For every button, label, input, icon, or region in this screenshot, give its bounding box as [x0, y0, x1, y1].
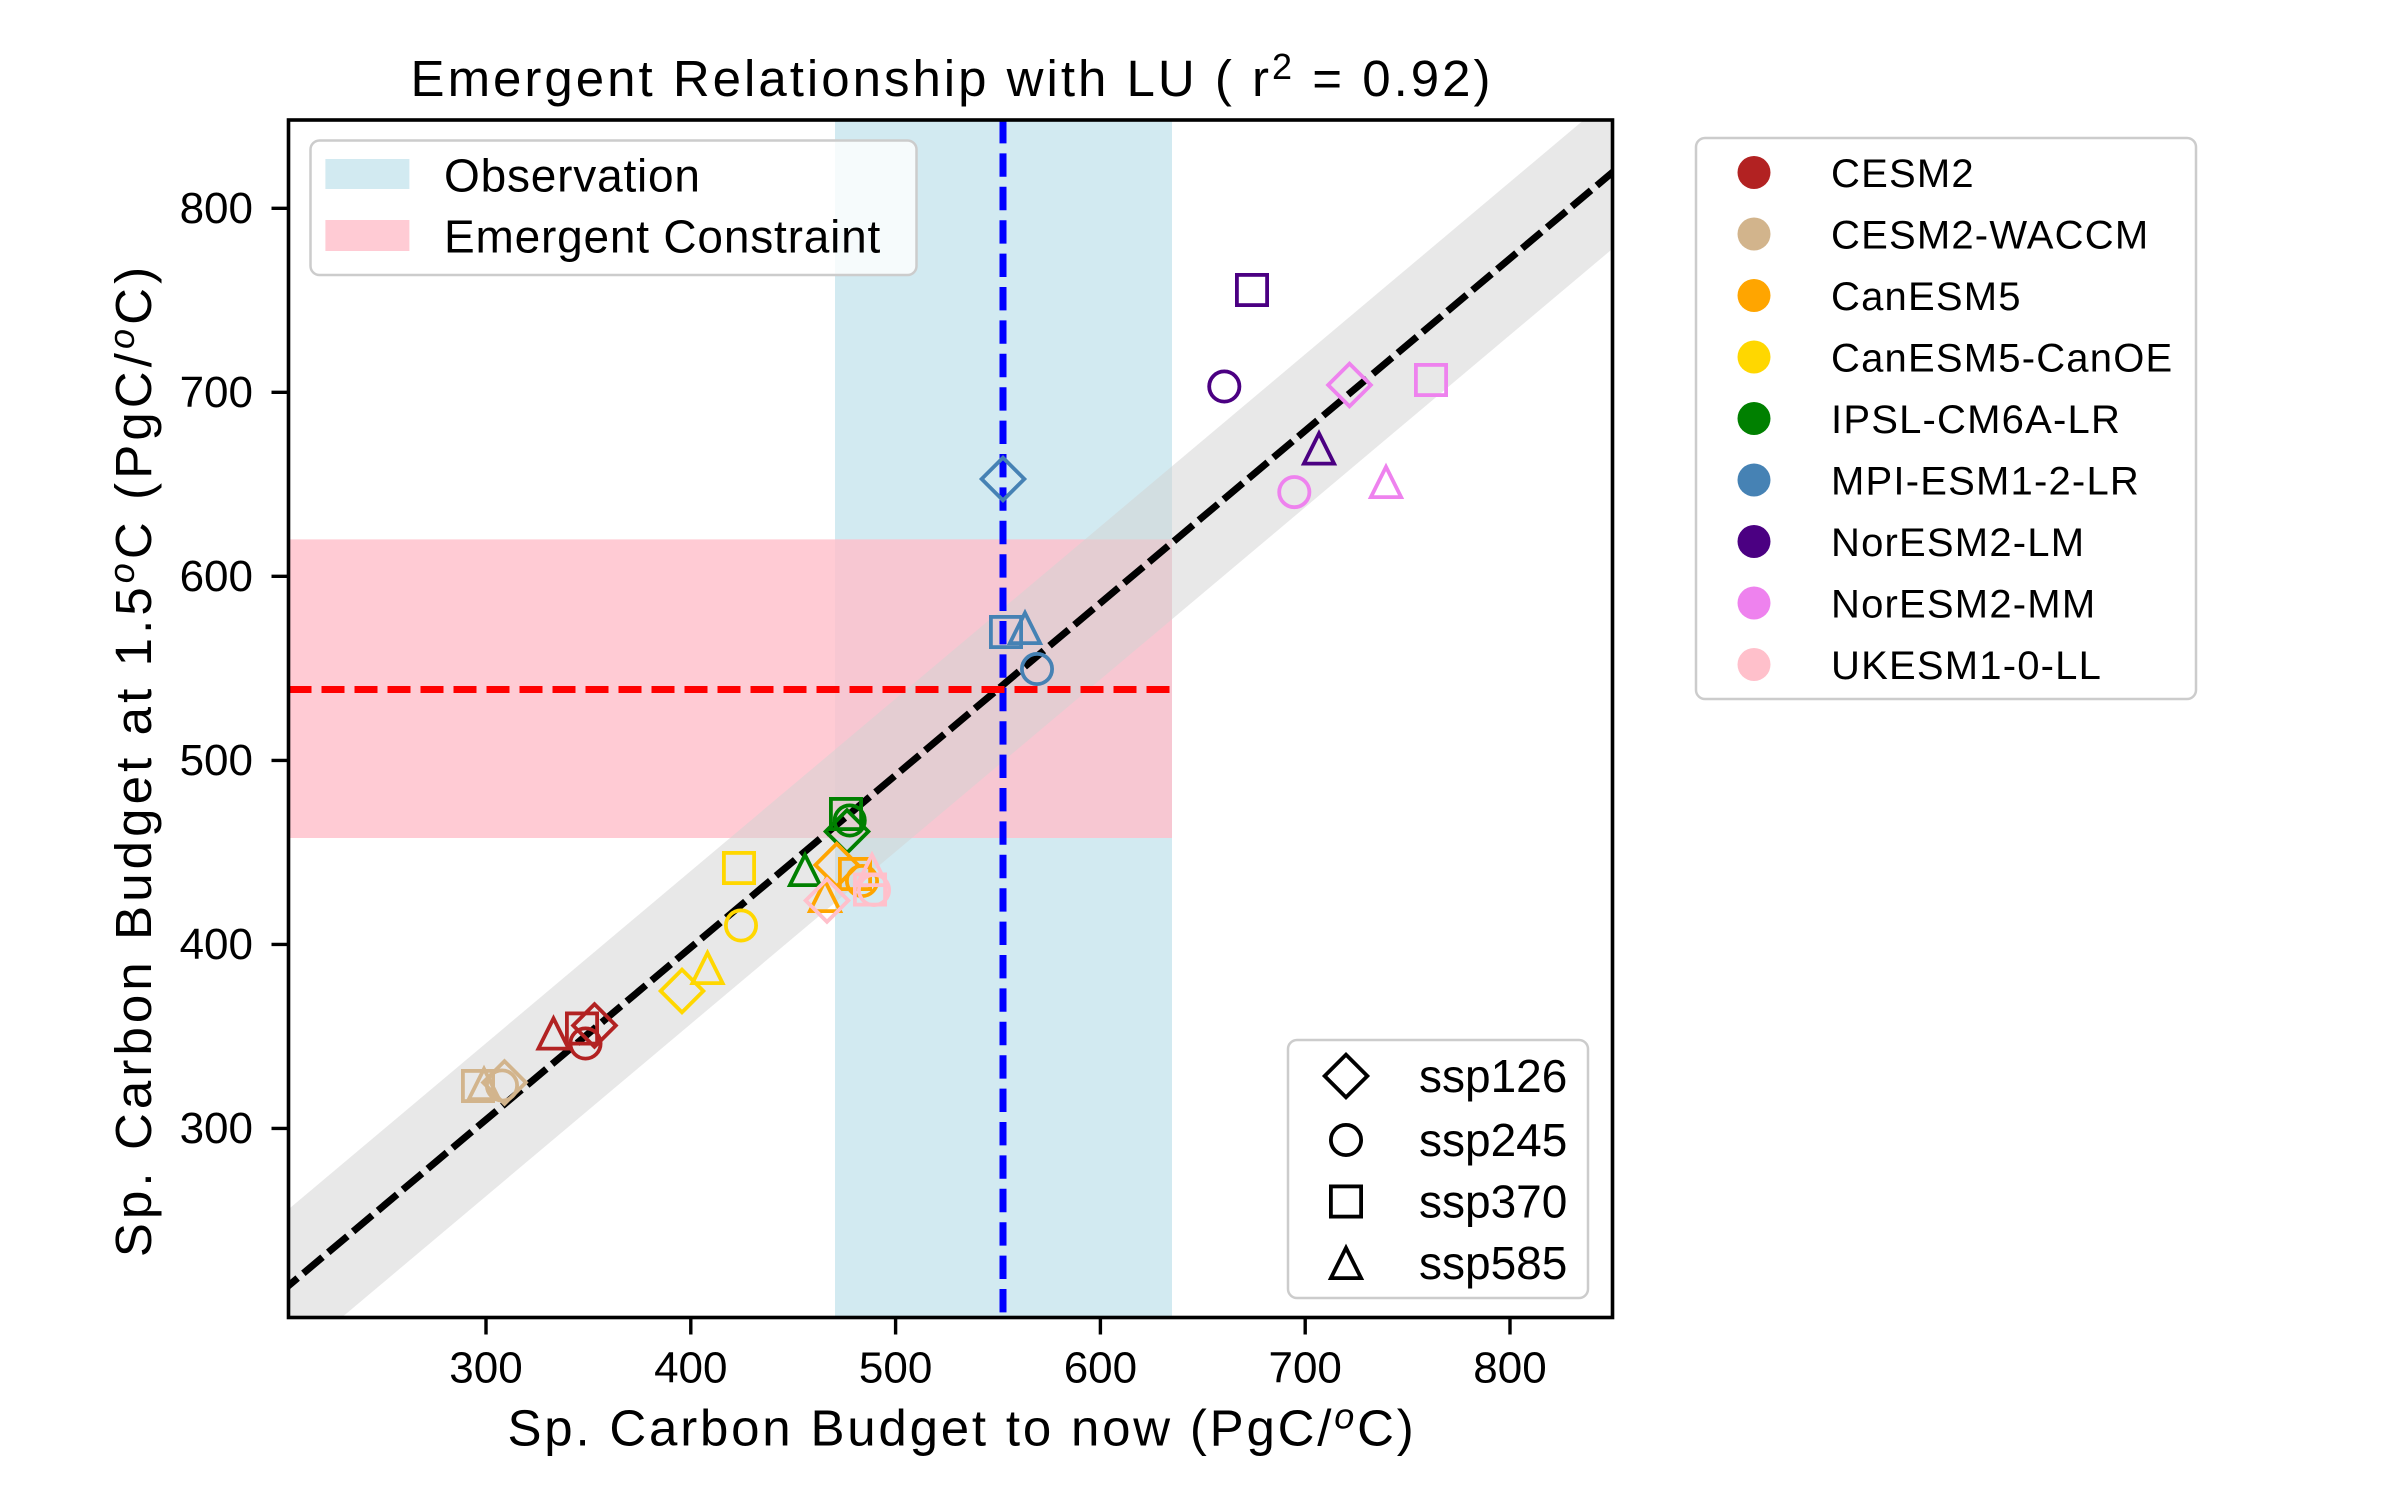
- svg-text:700: 700: [180, 368, 253, 417]
- svg-text:Sp. Carbon Budget at 1.5oC (Pg: Sp. Carbon Budget at 1.5oC (PgC/oC): [101, 263, 162, 1257]
- svg-text:CanESM5-CanOE: CanESM5-CanOE: [1831, 337, 2173, 381]
- svg-text:500: 500: [859, 1343, 932, 1392]
- svg-text:Observation: Observation: [444, 150, 701, 202]
- svg-text:CESM2: CESM2: [1831, 152, 1975, 196]
- svg-text:600: 600: [180, 552, 253, 601]
- svg-text:ssp370: ssp370: [1419, 1176, 1567, 1228]
- svg-text:800: 800: [180, 184, 253, 233]
- svg-text:NorESM2-MM: NorESM2-MM: [1831, 583, 2096, 627]
- svg-text:800: 800: [1473, 1343, 1546, 1392]
- svg-text:Emergent Constraint: Emergent Constraint: [444, 211, 881, 263]
- svg-text:NorESM2-LM: NorESM2-LM: [1831, 521, 2085, 565]
- svg-text:ssp245: ssp245: [1419, 1114, 1567, 1166]
- svg-text:600: 600: [1064, 1343, 1137, 1392]
- svg-text:300: 300: [180, 1104, 253, 1153]
- svg-text:Sp. Carbon Budget to now (PgC/: Sp. Carbon Budget to now (PgC/oC): [507, 1396, 1416, 1457]
- svg-text:UKESM1-0-LL: UKESM1-0-LL: [1831, 644, 2102, 688]
- svg-text:CESM2-WACCM: CESM2-WACCM: [1831, 214, 2149, 258]
- svg-text:ssp126: ssp126: [1419, 1050, 1567, 1102]
- svg-text:300: 300: [449, 1343, 522, 1392]
- svg-text:700: 700: [1268, 1343, 1341, 1392]
- svg-text:CanESM5: CanESM5: [1831, 275, 2022, 319]
- svg-text:400: 400: [654, 1343, 727, 1392]
- svg-text:400: 400: [180, 920, 253, 969]
- svg-text:MPI-ESM1-2-LR: MPI-ESM1-2-LR: [1831, 460, 2140, 504]
- svg-text:500: 500: [180, 736, 253, 785]
- svg-text:ssp585: ssp585: [1419, 1237, 1567, 1289]
- svg-text:Emergent Relationship with LU: Emergent Relationship with LU ( r2 = 0.9…: [411, 46, 1494, 107]
- svg-text:IPSL-CM6A-LR: IPSL-CM6A-LR: [1831, 398, 2121, 442]
